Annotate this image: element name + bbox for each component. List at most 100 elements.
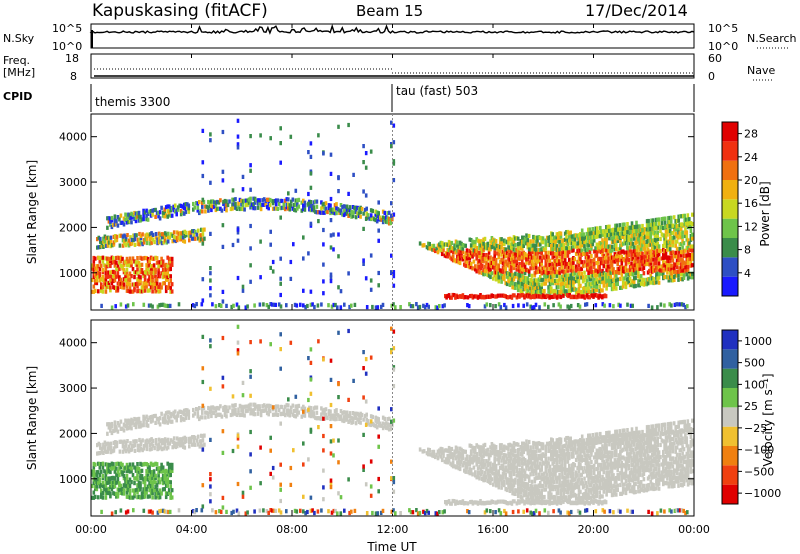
- power-cell: [678, 247, 682, 252]
- velocity-cell: [148, 475, 151, 481]
- velocity-cell: [148, 468, 151, 473]
- power-cell: [494, 246, 498, 251]
- power-cell: [599, 245, 603, 250]
- velocity-cell: [336, 413, 340, 418]
- velocity-cell: [445, 460, 448, 465]
- power-cell: [582, 236, 585, 241]
- power-cell: [610, 236, 614, 242]
- velocity-cell: [165, 446, 168, 451]
- velocity-cell: [498, 443, 502, 448]
- velocity-cell: [163, 416, 166, 421]
- power-cell: [183, 229, 187, 234]
- velocity-cell: [468, 458, 472, 463]
- power-cell: [164, 285, 168, 290]
- power-cell: [580, 233, 583, 238]
- power-cell: [635, 232, 639, 237]
- velocity-cell: [511, 463, 514, 468]
- power-cell: [336, 207, 340, 212]
- cpid-entry-tau: tau (fast) 503: [396, 84, 478, 98]
- power-cell: [686, 238, 690, 243]
- power-cell: [478, 242, 481, 247]
- power-cell: [627, 268, 630, 273]
- power-cell: [551, 278, 554, 283]
- power-cell: [487, 247, 491, 252]
- power-cell: [258, 201, 261, 206]
- velocity-cell: [167, 416, 171, 421]
- power-cell: [612, 232, 615, 237]
- velocity-cell: [163, 440, 167, 445]
- velocity-cell: [163, 480, 166, 485]
- power-cell: [550, 281, 553, 286]
- velocity-cell: [246, 404, 249, 409]
- power-cell: [494, 261, 498, 267]
- velocity-cell: [493, 479, 496, 484]
- velocity-cell: [110, 481, 114, 486]
- power-cell: [659, 236, 662, 242]
- power-cell: [183, 234, 187, 239]
- power-cell: [586, 251, 589, 256]
- power-cell: [193, 304, 197, 309]
- power-cell: [606, 249, 610, 254]
- power-cell: [446, 242, 449, 247]
- power-cell: [151, 212, 154, 217]
- velocity-cell: [335, 416, 338, 422]
- power-cell: [637, 278, 640, 284]
- power-cell: [681, 250, 684, 255]
- power-cell: [587, 255, 590, 260]
- velocity-cell: [490, 466, 494, 471]
- velocity-cell: [158, 416, 162, 421]
- power-cell: [666, 266, 669, 271]
- power-cell: [142, 256, 145, 261]
- power-cell: [114, 304, 117, 309]
- power-cell: [369, 216, 373, 222]
- power-cell: [357, 213, 361, 218]
- power-cell: [597, 249, 600, 254]
- power-cell: [516, 256, 520, 261]
- power-cell: [584, 255, 588, 260]
- power-cell: [163, 210, 166, 215]
- velocity-cell: [656, 511, 659, 516]
- power-cell: [587, 243, 590, 248]
- power-cell: [192, 236, 196, 241]
- velocity-cell: [475, 475, 478, 480]
- velocity-cell: [390, 350, 393, 355]
- velocity-cell: [109, 445, 113, 450]
- power-cell: [552, 288, 556, 294]
- power-cell: [474, 244, 477, 249]
- power-cell: [249, 279, 252, 284]
- velocity-cell: [461, 452, 465, 457]
- power-cell: [641, 259, 644, 265]
- power-cell: [522, 287, 525, 292]
- power-cell: [285, 205, 289, 210]
- power-cell: [201, 232, 205, 237]
- power-cell: [309, 154, 313, 159]
- power-cell: [562, 281, 566, 286]
- power-cell: [451, 258, 455, 263]
- velocity-cell: [262, 408, 266, 413]
- velocity-cell: [192, 435, 196, 440]
- power-cell: [655, 233, 658, 238]
- power-cell: [292, 242, 295, 247]
- power-cell: [521, 239, 524, 244]
- velocity-cell: [351, 411, 355, 416]
- power-cell: [544, 269, 548, 274]
- power-cell: [510, 268, 513, 274]
- power-cell: [436, 305, 439, 310]
- power-cell: [591, 231, 595, 236]
- velocity-cell: [290, 409, 293, 415]
- power-cell: [631, 267, 635, 272]
- power-cell: [91, 263, 94, 268]
- power-cell: [221, 223, 225, 228]
- power-cell: [593, 234, 596, 240]
- power-cell: [537, 285, 541, 290]
- velocity-cell: [333, 409, 337, 414]
- velocity-cell: [130, 480, 133, 485]
- velocity-cell: [236, 481, 240, 487]
- power-cell: [183, 239, 187, 244]
- power-cell: [548, 262, 552, 267]
- velocity-cell: [231, 412, 234, 417]
- power-cell: [512, 265, 516, 271]
- power-cell: [666, 255, 669, 260]
- power-cell: [182, 230, 185, 235]
- power-cell: [581, 251, 585, 256]
